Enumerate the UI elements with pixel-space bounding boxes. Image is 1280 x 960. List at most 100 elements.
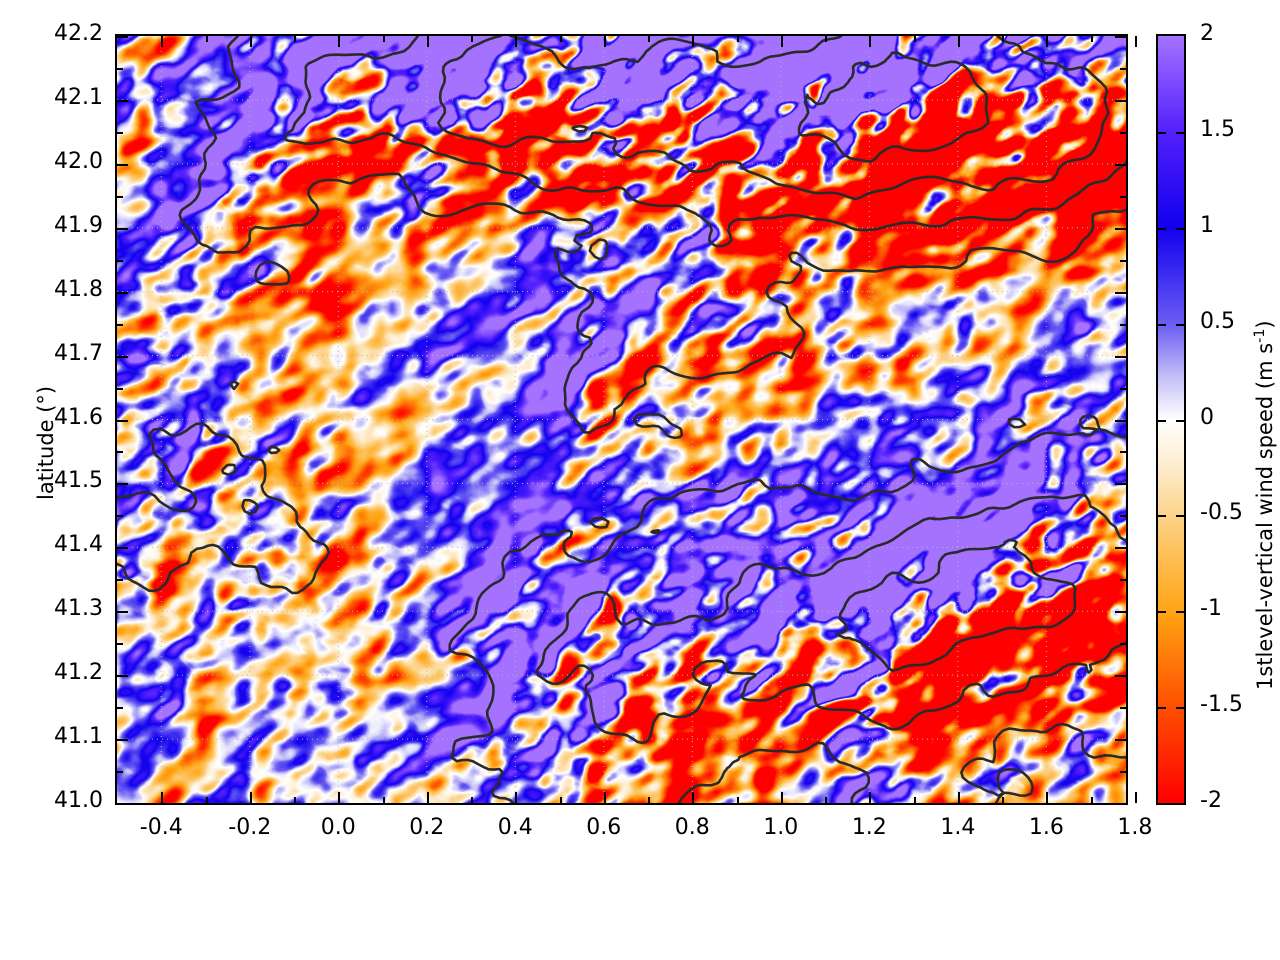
x-axis-minor-tick [825, 797, 828, 803]
y-axis-tick-label: 41.7 [54, 340, 103, 366]
x-axis-minor-tick [382, 797, 385, 803]
colorbar-tick [1158, 611, 1166, 614]
x-axis-tick [515, 792, 518, 803]
x-axis-tick [426, 792, 429, 803]
x-axis-minor-tick [736, 797, 739, 803]
contour-line [632, 412, 684, 440]
x-axis-tick-label: -0.4 [139, 815, 183, 840]
contour-line [797, 51, 990, 163]
x-axis-tick [515, 36, 518, 47]
x-axis-tick [338, 792, 341, 803]
y-axis-tick [117, 419, 128, 422]
x-axis-minor-tick [1090, 797, 1093, 803]
y-axis-tick [1115, 99, 1126, 102]
y-axis-minor-tick [1120, 451, 1126, 454]
colorbar-label-suffix: ) [1253, 320, 1277, 329]
colorbar-tick [1158, 323, 1166, 326]
y-axis-tick [117, 739, 128, 742]
y-axis-minor-tick [117, 387, 123, 390]
y-axis-tick [1115, 611, 1126, 614]
colorbar-tick [1158, 707, 1166, 710]
x-axis-minor-tick [205, 797, 208, 803]
x-axis-minor-tick [294, 797, 297, 803]
x-axis-tick [338, 36, 341, 47]
colorbar-tick-label: -1.5 [1200, 692, 1243, 718]
x-axis-minor-tick [205, 36, 208, 42]
y-axis-tick [117, 483, 128, 486]
y-axis-tick [117, 36, 128, 38]
x-axis-tick [249, 792, 252, 803]
y-axis-minor-tick [117, 579, 123, 582]
y-axis-tick [117, 227, 128, 230]
y-axis-minor-tick [117, 515, 123, 518]
y-axis-tick-label: 41.4 [54, 532, 103, 558]
y-axis-tick [1115, 36, 1126, 38]
y-axis-tick [117, 99, 128, 102]
colorbar-tick [1176, 131, 1184, 134]
x-axis-tick [692, 792, 695, 803]
contour-line [229, 380, 240, 391]
contour-line [836, 538, 1077, 672]
y-axis-minor-tick [117, 323, 123, 326]
y-axis-minor-tick [1120, 323, 1126, 326]
y-axis-minor-tick [1120, 643, 1126, 646]
y-axis-tick [1115, 291, 1126, 294]
colorbar-tick [1158, 419, 1166, 422]
contour-line [677, 741, 870, 803]
x-axis-minor-tick [471, 36, 474, 42]
x-axis-tick [869, 792, 872, 803]
colorbar-tick [1176, 323, 1184, 326]
y-axis-minor-tick [117, 67, 123, 70]
y-axis-minor-tick [117, 451, 123, 454]
y-axis-tick [117, 547, 128, 550]
y-axis-minor-tick [117, 195, 123, 198]
x-axis-tick [1046, 792, 1049, 803]
contour-line [588, 516, 610, 529]
x-axis-tick [603, 792, 606, 803]
contour-line [535, 493, 1126, 745]
colorbar-tick-label: -1 [1200, 596, 1222, 622]
contour-line [254, 260, 291, 286]
contour-line [283, 36, 1126, 248]
y-axis-minor-tick [1120, 579, 1126, 582]
x-axis-tick-label: 1.2 [851, 815, 887, 840]
y-axis-tick [1115, 739, 1126, 742]
y-axis-tick-label: 41.0 [54, 788, 103, 813]
y-axis-tick [117, 803, 128, 805]
contour-line [588, 238, 609, 261]
x-axis-minor-tick [1002, 797, 1005, 803]
x-axis-tick [692, 36, 695, 47]
colorbar-tick [1176, 611, 1184, 614]
plot-area [115, 34, 1128, 805]
y-axis-tick-label: 41.8 [54, 276, 103, 302]
x-axis-tick-label: -0.2 [228, 815, 272, 840]
x-axis-minor-tick [648, 797, 651, 803]
x-axis-tick [780, 36, 783, 47]
x-axis-minor-tick [1090, 36, 1093, 42]
y-axis-tick [117, 163, 128, 166]
x-axis-tick [957, 792, 960, 803]
x-axis-tick [780, 792, 783, 803]
y-axis-minor-tick [1120, 67, 1126, 70]
colorbar-tick [1176, 227, 1184, 230]
colorbar-tick-label: -2 [1200, 788, 1222, 813]
y-axis-tick [1115, 675, 1126, 678]
y-axis-tick-label: 41.6 [54, 404, 103, 430]
y-axis-minor-tick [1120, 259, 1126, 262]
contour-line [117, 422, 331, 595]
x-axis-minor-tick [913, 36, 916, 42]
y-axis-tick [117, 355, 128, 358]
y-axis-tick-label: 41.5 [54, 468, 103, 494]
colorbar-tick-label: 1.5 [1200, 116, 1235, 142]
y-axis-tick [1115, 803, 1126, 805]
x-axis-minor-tick [559, 36, 562, 42]
x-axis-tick [1134, 792, 1137, 803]
y-axis-tick [117, 675, 128, 678]
colorbar-label: 1stlevel-vertical wind speed (m s-1) [1252, 320, 1277, 690]
colorbar-tick [1176, 419, 1184, 422]
colorbar-tick [1176, 515, 1184, 518]
x-axis-tick [869, 36, 872, 47]
contour-line [509, 36, 843, 71]
contour-line [960, 722, 1126, 803]
